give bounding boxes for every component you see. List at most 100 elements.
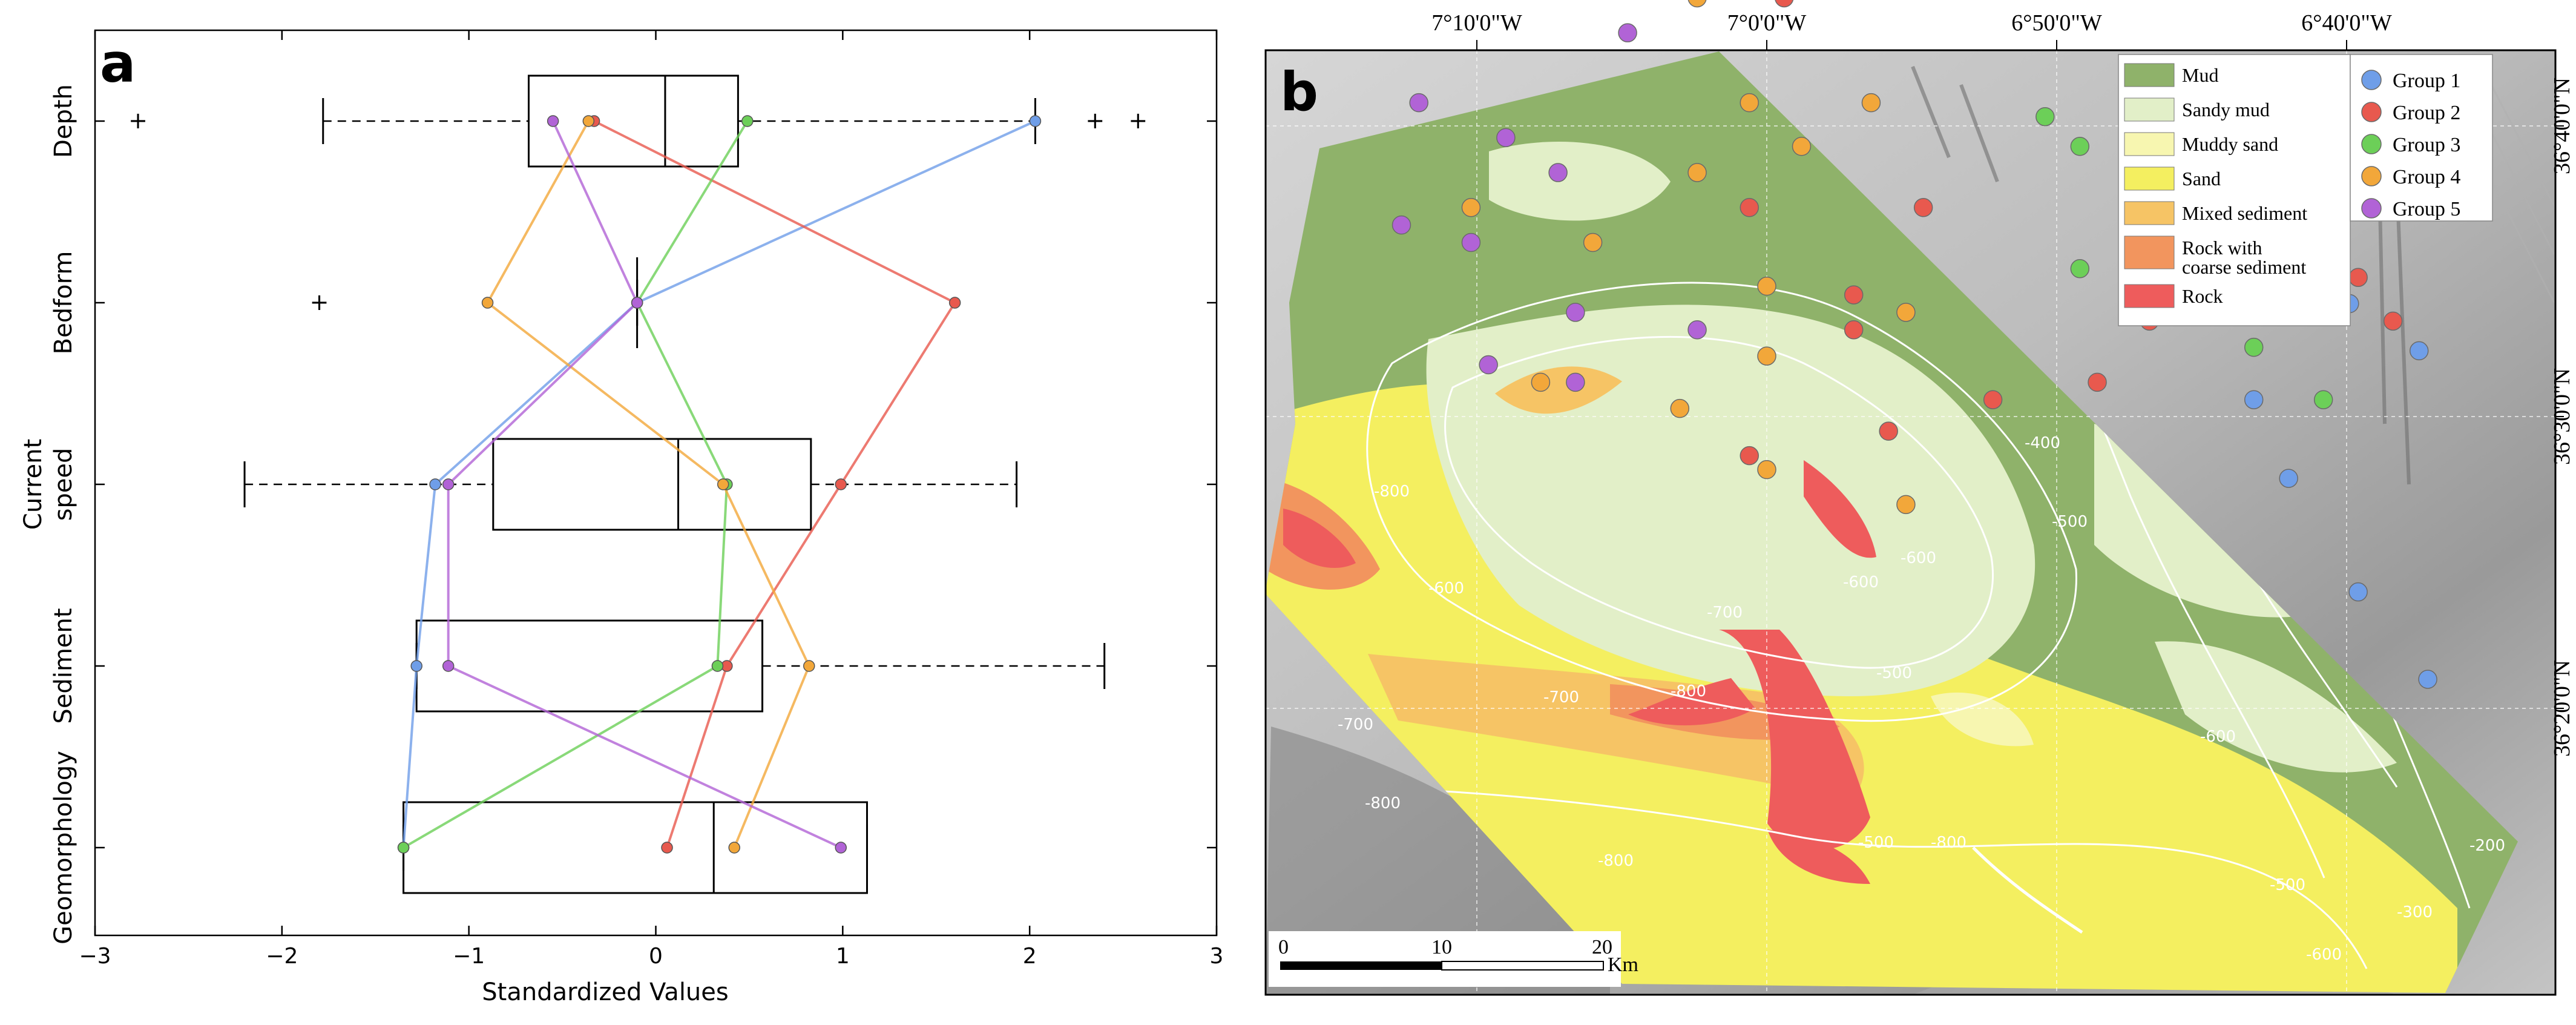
group-legend-marker bbox=[2361, 166, 2382, 186]
station-marker bbox=[1531, 372, 1551, 392]
station-marker bbox=[1740, 446, 1760, 466]
station-marker bbox=[1983, 390, 2003, 409]
y-tick-label: speed bbox=[50, 448, 77, 521]
box-iqr bbox=[527, 74, 739, 168]
group-legend-marker bbox=[2361, 198, 2382, 219]
sediment-legend-label: Mixed sediment bbox=[2182, 202, 2307, 224]
group-legend-label: Group 5 bbox=[2393, 198, 2460, 220]
sediment-swatch bbox=[2124, 132, 2175, 156]
scale-bar-box bbox=[1269, 931, 1621, 987]
scale-bar-white bbox=[1441, 961, 1604, 971]
contour-label: -700 bbox=[1543, 688, 1579, 707]
relief-shadow-sw bbox=[1266, 727, 1610, 995]
group-legend-marker bbox=[2361, 70, 2382, 90]
y-tick-label: Sediment bbox=[50, 608, 77, 723]
station-marker bbox=[1496, 128, 1516, 148]
sediment-swatch bbox=[2124, 201, 2175, 225]
contour-label: -800 bbox=[1365, 794, 1401, 812]
scale-tick-10: 10 bbox=[1431, 936, 1452, 958]
station-marker bbox=[1740, 198, 1760, 217]
box-group: + + + + bbox=[128, 74, 1148, 894]
series-point bbox=[835, 478, 847, 490]
station-marker bbox=[2070, 137, 2090, 156]
series-group bbox=[397, 115, 1042, 854]
contour-700 bbox=[1366, 282, 2077, 722]
sediment-legend-label: coarse sediment bbox=[2182, 256, 2306, 278]
station-marker bbox=[2070, 259, 2090, 278]
panel-label-a: a bbox=[100, 32, 136, 94]
station-marker bbox=[1566, 303, 1585, 322]
x-tick-label: −3 bbox=[79, 944, 111, 969]
contour-label: -800 bbox=[1598, 852, 1634, 870]
rock-central bbox=[1719, 630, 1870, 850]
series-point bbox=[711, 660, 724, 672]
sediment-legend-label: Sandy mud bbox=[2182, 99, 2270, 120]
group-legend-label: Group 1 bbox=[2393, 70, 2460, 92]
plot-frame bbox=[94, 29, 1218, 937]
box-iqr bbox=[492, 438, 812, 531]
x-tick-label: −2 bbox=[266, 944, 298, 969]
contour-label: -500 bbox=[1858, 834, 1894, 852]
group-legend: Group 1 Group 2 Group 3 Group 4 Group 5 bbox=[2350, 54, 2493, 222]
x-tick-label: 1 bbox=[836, 944, 850, 969]
series-point bbox=[429, 478, 441, 490]
series-point bbox=[442, 478, 455, 490]
contour-label: -700 bbox=[1707, 604, 1743, 622]
station-marker bbox=[1775, 0, 1794, 8]
graticule bbox=[1266, 50, 2555, 995]
contour-label-group: -800 -700 -700 -800 -600 -600 -500 -400 -300 -200… bbox=[1338, 434, 2505, 964]
y-tick-label: Depth bbox=[50, 84, 77, 158]
outlier-marker: + bbox=[1128, 107, 1148, 134]
panel-a-boxplot: + + + + −3 −2 −1 0 1 2 3 Depth Bedform Current speed… bbox=[0, 0, 1247, 1023]
sediment-legend-label: Rock bbox=[2182, 285, 2223, 307]
sediment-swatch bbox=[2124, 97, 2175, 122]
contour-label: -300 bbox=[2397, 903, 2433, 921]
rock-central-west bbox=[1628, 678, 1755, 726]
station-marker bbox=[1461, 198, 1481, 217]
station-marker bbox=[1757, 346, 1776, 366]
outlier-marker: + bbox=[1085, 107, 1105, 134]
right-tick-label: 36°20'0"N bbox=[2549, 660, 2575, 757]
rock-south bbox=[1767, 829, 1870, 884]
sediment-legend-label: Sand bbox=[2182, 168, 2221, 190]
sediment-legend-label: Muddy sand bbox=[2182, 133, 2278, 155]
x-tick-label: 3 bbox=[1210, 944, 1224, 969]
contour-label: -500 bbox=[2052, 513, 2088, 531]
station-marker bbox=[2313, 390, 2333, 409]
station-marker bbox=[1913, 198, 1933, 217]
y-tick-label: Current bbox=[19, 439, 47, 530]
contour-label: -500 bbox=[2270, 876, 2305, 894]
contour-600 bbox=[1444, 335, 1994, 669]
boxplot-chart: + + + + −3 −2 −1 0 1 2 3 Depth Bedform Current speed… bbox=[19, 29, 1223, 1006]
contour-800 bbox=[1307, 786, 2368, 969]
sand-area-west bbox=[1265, 383, 1501, 696]
muddy-sand-area bbox=[1931, 692, 2034, 747]
right-axis: 36°40'0"N 36°30'0"N 36°20'0"N bbox=[2549, 77, 2575, 757]
axis-labels: Depth Bedform Current speed Sediment Geomorph… bbox=[19, 84, 77, 944]
axis-ticks: −3 −2 −1 0 1 2 3 bbox=[79, 30, 1223, 969]
contour-label: -600 bbox=[1901, 549, 1936, 567]
series-point bbox=[717, 478, 729, 490]
sediment-legend: Mud Sandy mud Muddy sand Sand Mixed sediment… bbox=[2118, 54, 2351, 326]
x-axis-label: Standardized Values bbox=[482, 978, 728, 1006]
map-frame bbox=[1264, 49, 2557, 996]
station-marker bbox=[2409, 341, 2429, 361]
series-point bbox=[442, 660, 455, 672]
contour-label: -800 bbox=[1671, 682, 1706, 700]
station-marker bbox=[1409, 93, 1428, 113]
series-point bbox=[948, 297, 961, 309]
series-point bbox=[661, 842, 673, 854]
contour-label: -600 bbox=[2306, 946, 2342, 964]
contour-label: -600 bbox=[1428, 579, 1464, 598]
top-tick-label: 6°40'0"W bbox=[2301, 10, 2392, 36]
x-tick-label: 0 bbox=[649, 944, 663, 969]
station-marker bbox=[1687, 0, 1707, 8]
station-marker bbox=[1896, 495, 1916, 515]
contour-label: -500 bbox=[1876, 664, 1912, 682]
scale-unit: Km bbox=[1608, 954, 1638, 976]
sandy-mud-area-se bbox=[2155, 641, 2397, 773]
series-point bbox=[1029, 115, 1042, 127]
scale-tick-0: 0 bbox=[1278, 936, 1289, 958]
top-tick-label: 7°10'0"W bbox=[1431, 10, 1522, 36]
station-marker bbox=[1548, 163, 1568, 182]
